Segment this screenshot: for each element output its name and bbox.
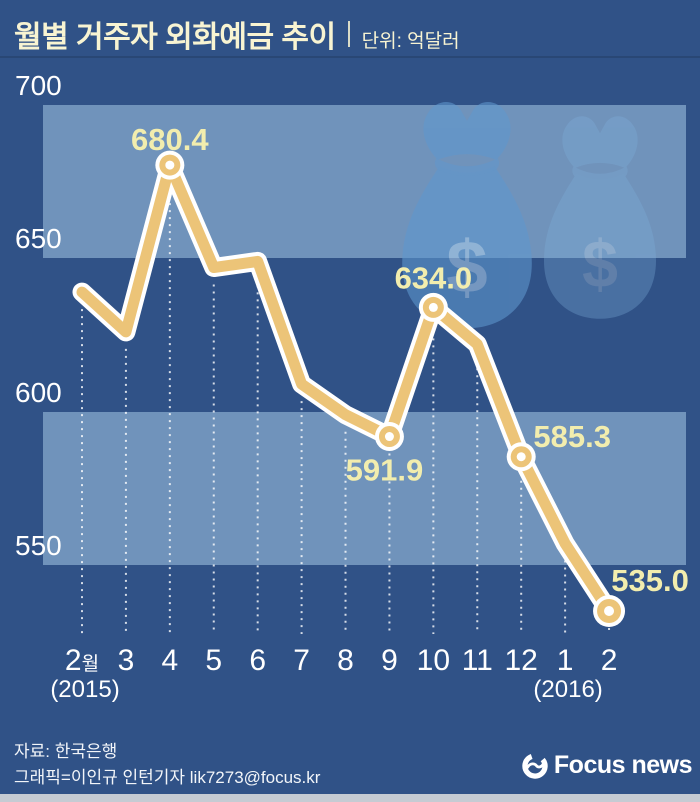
data-point-label: 634.0 [395, 260, 473, 295]
y-tick-label: 550 [15, 530, 62, 561]
bottom-strip [0, 794, 700, 802]
x-tick-label: 10 [416, 644, 451, 677]
x-tick-label: 6 [249, 644, 267, 677]
data-point-marker [165, 160, 175, 170]
x-tick-label: 12 [504, 644, 538, 677]
data-point-label: 680.4 [131, 122, 209, 157]
x-tick-label: 8 [337, 644, 354, 677]
x-tick-label: 4 [161, 644, 179, 677]
x-tick-label: 2월 [64, 644, 100, 677]
money-bag-icon-left: $ [402, 101, 532, 329]
title-divider [347, 21, 350, 47]
x-tick-label: 3 [117, 644, 135, 677]
year-note: (2016) [533, 676, 603, 703]
money-bag-icon-right: $ [544, 116, 656, 319]
header: 월별 거주자 외화예금 추이 단위: 억달러 [14, 12, 460, 56]
data-point-label: 585.3 [533, 419, 611, 454]
focus-news-icon [522, 752, 548, 779]
source-text: 자료: 한국은행 [14, 742, 118, 761]
data-point-label: 591.9 [346, 453, 424, 488]
x-tick-label: 11 [461, 644, 493, 677]
page-title: 월별 거주자 외화예금 추이 [14, 21, 336, 54]
x-tick-label: 2 [600, 644, 618, 677]
month-suffix: 월 [81, 654, 100, 675]
x-tick-label: 9 [381, 644, 398, 677]
y-tick-label: 600 [15, 376, 62, 408]
credit-text: 그래픽=이인규 인턴기자 lik7273@focus.kr [14, 768, 321, 787]
x-tick-label: 7 [293, 644, 310, 677]
data-point-marker [516, 452, 526, 462]
highlight-band [43, 411, 686, 565]
dollar-sign: $ [582, 227, 618, 301]
data-point-label: 535.0 [611, 563, 689, 598]
data-point-marker [384, 432, 394, 442]
focus-news-wordmark: Focus news [553, 751, 693, 779]
y-tick-label: 700 [15, 70, 62, 101]
year-note: (2015) [50, 676, 120, 703]
unit-label: 단위: 억달러 [361, 31, 460, 52]
data-point-marker [604, 606, 615, 617]
focus-news-logo: Focus news [521, 751, 693, 780]
x-tick-label: 5 [205, 644, 223, 677]
x-tick-label: 1 [556, 644, 574, 677]
header-rule [0, 56, 700, 58]
dollar-sign: $ [446, 226, 487, 309]
data-point-marker [428, 302, 438, 312]
y-tick-label: 650 [15, 223, 62, 255]
